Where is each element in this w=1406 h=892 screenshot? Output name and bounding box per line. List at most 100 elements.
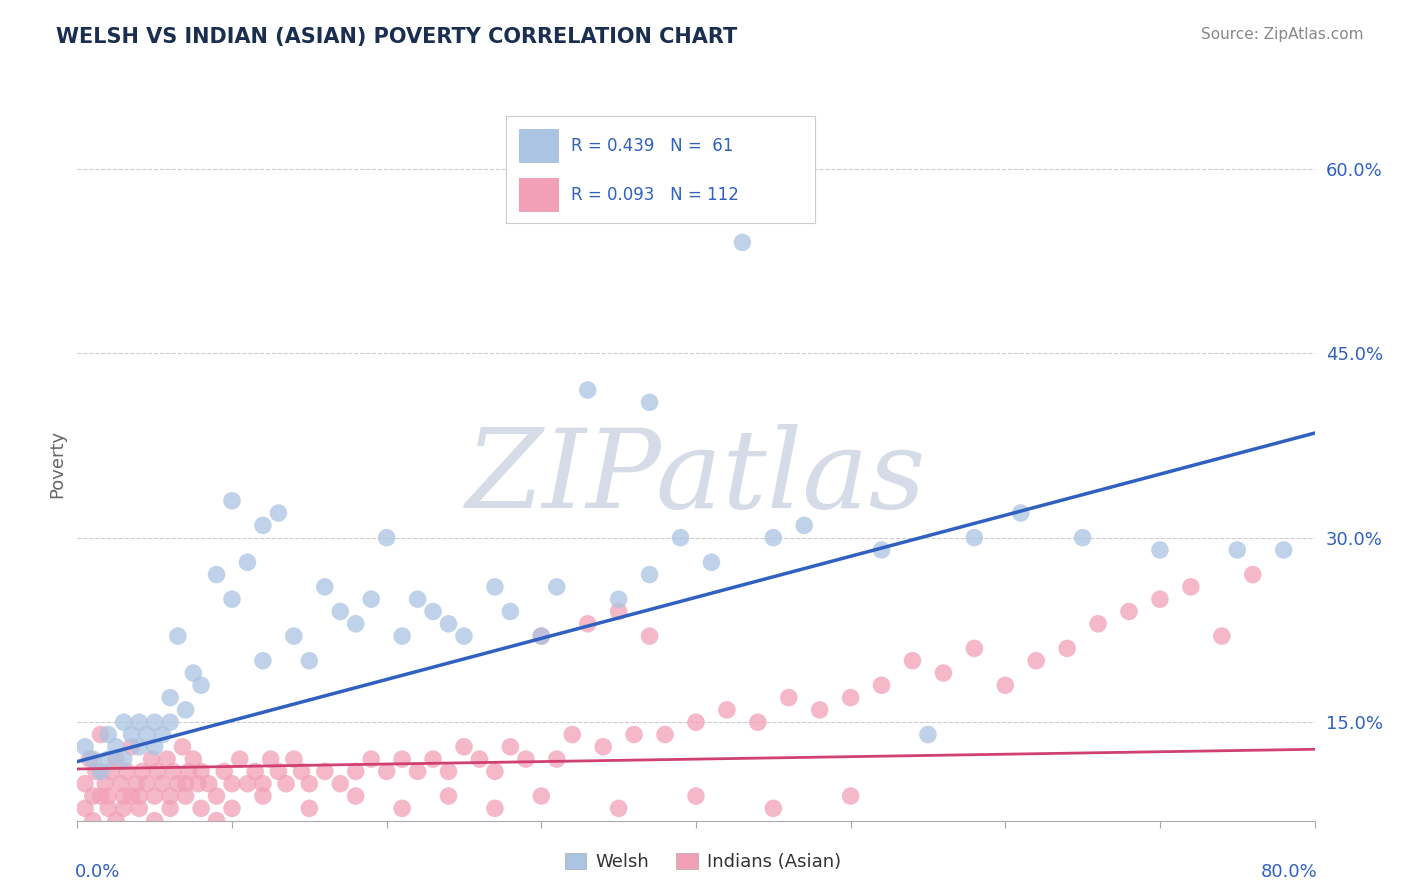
Point (112, 789, 135, 803)
Point (205, 567, 228, 582)
Point (90, 789, 111, 803)
Point (252, 777, 274, 791)
Point (839, 789, 862, 803)
Point (82, 752, 104, 766)
Point (607, 592, 630, 607)
Point (152, 727, 174, 741)
Point (685, 715, 707, 730)
Point (793, 518, 815, 533)
Point (121, 739, 143, 754)
Point (159, 801, 181, 815)
Point (152, 777, 174, 791)
Point (298, 801, 321, 815)
Point (105, 814, 127, 828)
Point (762, 531, 785, 545)
Point (994, 678, 1017, 692)
Point (870, 543, 893, 558)
Point (437, 789, 460, 803)
Point (136, 777, 159, 791)
Point (638, 395, 661, 409)
Point (917, 727, 939, 741)
Point (360, 592, 382, 607)
Point (112, 715, 135, 730)
Point (252, 789, 274, 803)
Point (105, 739, 127, 754)
Point (190, 764, 212, 779)
Text: R = 0.439   N =  61: R = 0.439 N = 61 (571, 137, 734, 155)
Point (75, 739, 96, 754)
Point (762, 801, 785, 815)
Point (90, 727, 111, 741)
Point (156, 752, 179, 766)
Point (174, 777, 197, 791)
Point (778, 690, 800, 705)
Point (576, 383, 599, 397)
Point (406, 764, 429, 779)
Point (314, 580, 336, 594)
Point (174, 703, 197, 717)
Point (112, 801, 135, 815)
Point (159, 690, 181, 705)
Point (128, 801, 150, 815)
Point (1010, 506, 1032, 520)
Point (159, 715, 181, 730)
Point (530, 789, 553, 803)
Point (177, 764, 200, 779)
Point (291, 764, 314, 779)
Text: WELSH VS INDIAN (ASIAN) POVERTY CORRELATION CHART: WELSH VS INDIAN (ASIAN) POVERTY CORRELAT… (56, 27, 738, 46)
Point (963, 641, 986, 656)
Point (685, 789, 707, 803)
Point (314, 764, 336, 779)
Point (375, 531, 398, 545)
Point (700, 555, 723, 569)
Point (205, 814, 228, 828)
Point (344, 789, 367, 803)
Point (808, 703, 831, 717)
Point (344, 616, 367, 631)
Point (530, 629, 553, 643)
Point (437, 764, 460, 779)
Point (654, 727, 676, 741)
Point (344, 764, 367, 779)
Point (839, 690, 862, 705)
Point (1071, 531, 1094, 545)
Point (1118, 605, 1140, 619)
Point (932, 665, 955, 680)
Bar (519, 128, 558, 163)
Text: 0.0%: 0.0% (75, 863, 121, 881)
Point (125, 777, 148, 791)
Point (267, 764, 290, 779)
Point (607, 605, 630, 619)
Point (484, 580, 506, 594)
Point (607, 801, 630, 815)
Bar (519, 178, 558, 212)
Point (174, 789, 197, 803)
Point (236, 777, 259, 791)
Point (128, 789, 150, 803)
Point (870, 678, 893, 692)
Point (121, 727, 143, 741)
Point (260, 752, 283, 766)
Point (228, 752, 252, 766)
Point (183, 752, 205, 766)
Point (75, 777, 96, 791)
Point (391, 801, 413, 815)
Point (143, 739, 166, 754)
Point (97, 789, 120, 803)
Point (484, 801, 506, 815)
Point (84, 764, 107, 779)
Point (360, 752, 382, 766)
Point (623, 727, 645, 741)
Point (669, 531, 692, 545)
Point (146, 764, 169, 779)
Point (110, 777, 132, 791)
Point (1180, 580, 1202, 594)
Point (252, 654, 274, 668)
Point (592, 739, 614, 754)
Point (162, 764, 184, 779)
Point (530, 629, 553, 643)
Point (252, 518, 274, 533)
Point (75, 801, 96, 815)
Point (375, 764, 398, 779)
Point (94, 777, 117, 791)
